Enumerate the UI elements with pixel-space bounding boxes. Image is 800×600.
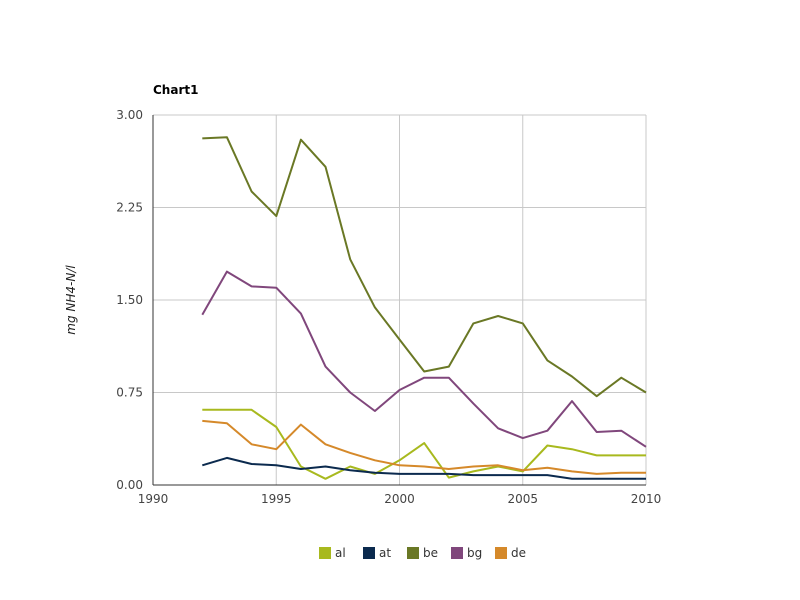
legend-swatch-bg bbox=[451, 547, 463, 559]
legend-label-al: al bbox=[335, 546, 346, 560]
series-line-bg bbox=[201, 270, 647, 448]
series-line-at bbox=[202, 456, 646, 480]
legend-swatch-at bbox=[363, 547, 375, 559]
legend-label-at: at bbox=[379, 546, 391, 560]
x-tick-label: 1990 bbox=[138, 492, 169, 506]
x-tick-label: 2000 bbox=[384, 492, 415, 506]
legend-label-bg: bg bbox=[467, 546, 482, 560]
grid bbox=[152, 114, 647, 486]
legend-swatch-de bbox=[495, 547, 507, 559]
legend-label-be: be bbox=[423, 546, 438, 560]
series-line-al bbox=[202, 408, 646, 480]
y-tick-label: 2.25 bbox=[116, 201, 143, 215]
y-axis-label: mg NH4-N/l bbox=[64, 265, 78, 335]
series-lines bbox=[201, 136, 647, 480]
legend-label-de: de bbox=[511, 546, 526, 560]
legend-swatch-al bbox=[319, 547, 331, 559]
x-tick-label: 2005 bbox=[507, 492, 538, 506]
y-tick-label: 0.75 bbox=[116, 386, 143, 400]
y-tick-labels: 0.00 0.75 1.50 2.25 3.00 bbox=[116, 108, 143, 492]
x-tick-labels: 1990 1995 2000 2005 2010 bbox=[138, 492, 662, 506]
x-tick-label: 2010 bbox=[631, 492, 662, 506]
series-line-de bbox=[202, 419, 646, 475]
legend: al at be bg de bbox=[319, 546, 526, 560]
x-tick-label: 1995 bbox=[261, 492, 292, 506]
y-tick-label: 1.50 bbox=[116, 293, 143, 307]
y-tick-label: 3.00 bbox=[116, 108, 143, 122]
series-line-be bbox=[202, 136, 647, 398]
y-tick-label: 0.00 bbox=[116, 478, 143, 492]
chart-title: Chart1 bbox=[153, 83, 198, 97]
legend-swatch-be bbox=[407, 547, 419, 559]
